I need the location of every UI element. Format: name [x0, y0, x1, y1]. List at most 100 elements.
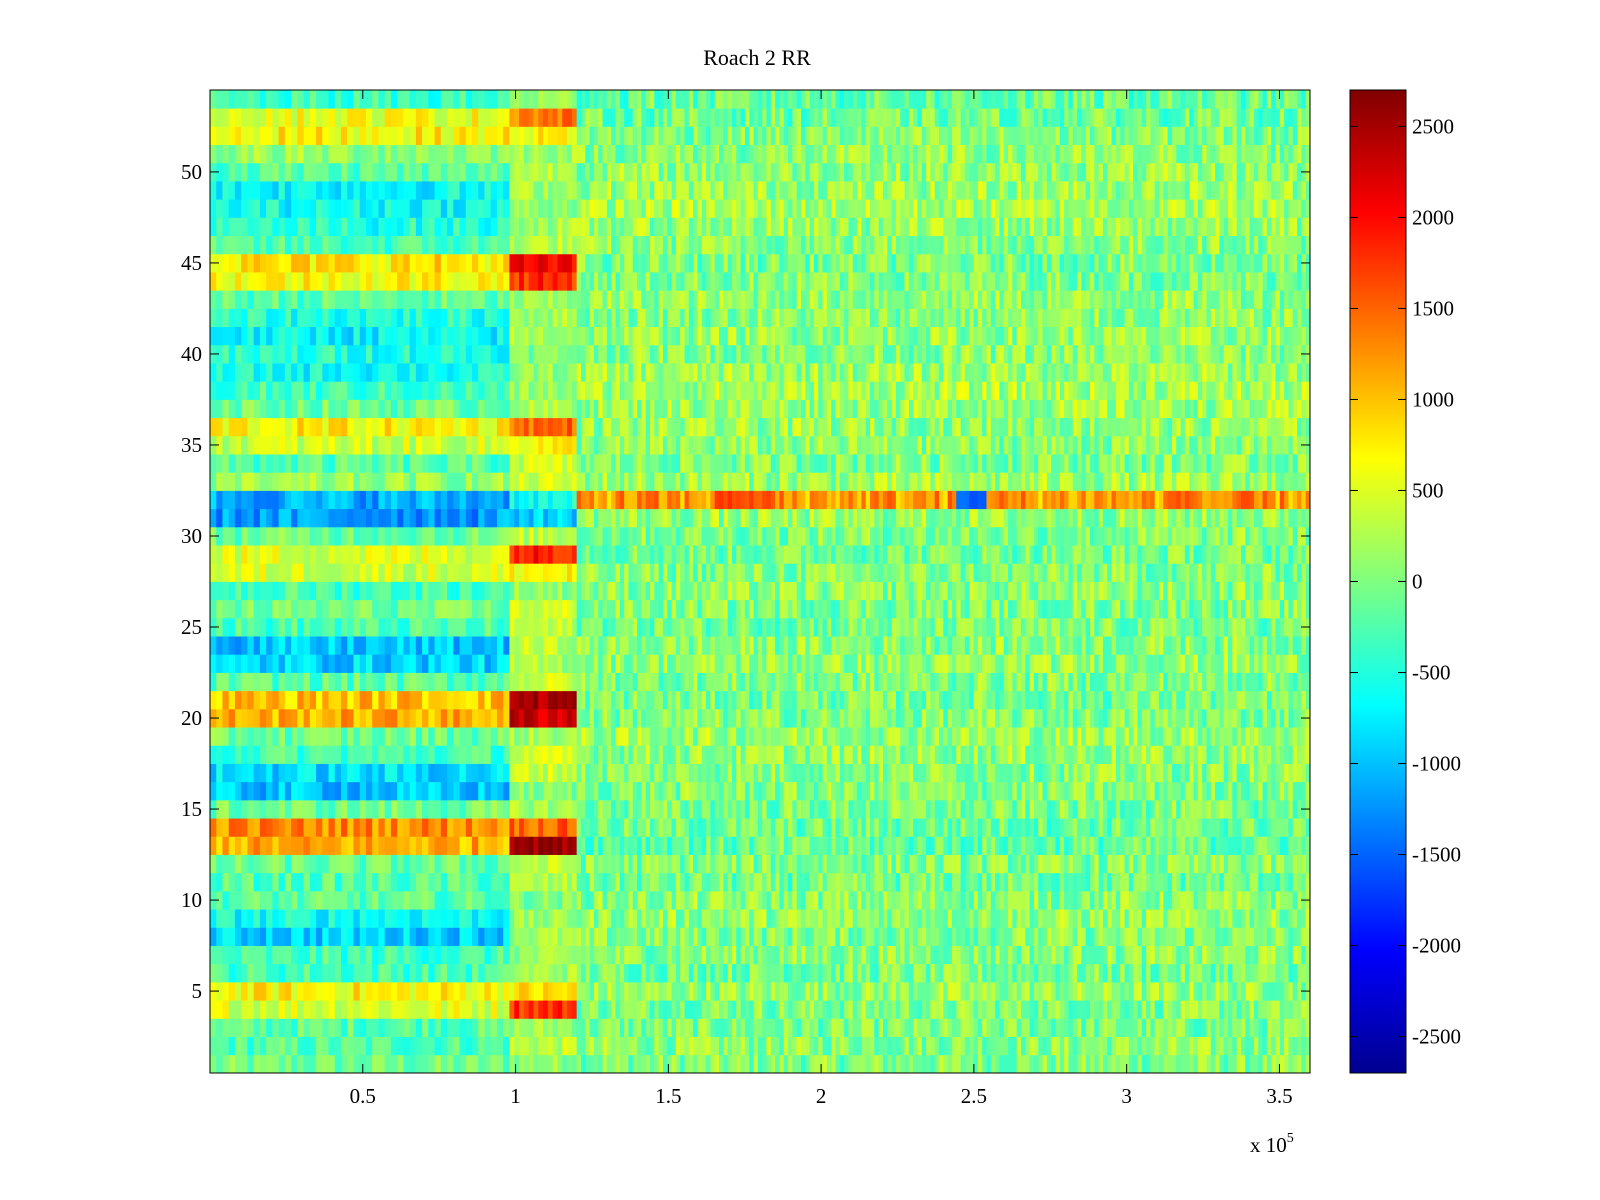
heatmap-cell: [770, 945, 776, 965]
heatmap-cell: [1292, 763, 1298, 783]
heatmap-cell: [519, 1000, 525, 1019]
heatmap-cell: [322, 909, 330, 928]
heatmap-cell: [1003, 690, 1009, 710]
heatmap-cell: [870, 981, 875, 1001]
heatmap-row: [210, 909, 1310, 928]
heatmap-cell: [882, 963, 888, 983]
heatmap-cell: [934, 981, 940, 1001]
heatmap-cell: [259, 745, 267, 764]
heatmap-cell: [1090, 781, 1095, 801]
heatmap-cell: [1193, 945, 1199, 965]
heatmap-cell: [1279, 872, 1285, 892]
heatmap-cell: [1051, 763, 1057, 783]
heatmap-cell: [1219, 1000, 1225, 1019]
heatmap-cell: [538, 799, 544, 819]
heatmap-cell: [1219, 1036, 1225, 1056]
heatmap-cell: [378, 981, 386, 1001]
heatmap-cell: [1068, 909, 1074, 928]
heatmap-cell: [528, 909, 535, 928]
heatmap-cell: [365, 708, 373, 728]
heatmap-cell: [533, 672, 539, 692]
heatmap-cell: [523, 745, 530, 764]
heatmap-cell: [1029, 763, 1035, 783]
heatmap-cell: [1029, 836, 1035, 855]
heatmap-cell: [1189, 854, 1195, 874]
heatmap-cell: [887, 981, 893, 1001]
heatmap-cell: [291, 927, 298, 946]
heatmap-cell: [628, 727, 634, 746]
heatmap-cell: [1133, 927, 1139, 946]
heatmap-cell: [969, 945, 975, 965]
heatmap-cell: [1171, 1036, 1177, 1056]
heatmap-cell: [1033, 1054, 1039, 1073]
heatmap-cell: [523, 690, 530, 710]
heatmap-cell: [403, 690, 411, 710]
heatmap-cell: [667, 890, 673, 910]
heatmap-cell: [571, 927, 578, 946]
heatmap-cell: [580, 981, 586, 1001]
heatmap-cell: [995, 890, 1001, 910]
heatmap-cell: [913, 854, 919, 874]
heatmap-cell: [347, 763, 355, 783]
heatmap-cell: [800, 927, 806, 946]
heatmap-cell: [1154, 963, 1160, 983]
heatmap-cell: [1124, 872, 1130, 892]
heatmap-cell: [982, 745, 988, 764]
heatmap-cell: [1219, 945, 1225, 965]
heatmap-cell: [1279, 1000, 1285, 1019]
heatmap-cell: [900, 945, 906, 965]
heatmap-cell: [496, 854, 504, 874]
heatmap-cell: [1249, 909, 1255, 928]
heatmap-cell: [999, 890, 1005, 910]
heatmap-cell: [904, 799, 910, 819]
heatmap-cell: [585, 909, 591, 928]
heatmap-cell: [216, 981, 224, 1001]
heatmap-cell: [403, 836, 411, 855]
heatmap-cell: [848, 909, 854, 928]
heatmap-cell: [882, 690, 888, 710]
heatmap-cell: [895, 1036, 901, 1056]
heatmap-cell: [247, 872, 255, 892]
heatmap-cell: [895, 690, 901, 710]
heatmap-cell: [397, 781, 404, 801]
heatmap-cell: [852, 854, 858, 874]
heatmap-cell: [598, 818, 604, 837]
heatmap-cell: [1275, 836, 1281, 855]
heatmap-cell: [624, 708, 630, 728]
heatmap-cell: [1137, 945, 1143, 965]
heatmap-cell: [1249, 1054, 1255, 1073]
heatmap-cell: [1206, 981, 1212, 1001]
heatmap-cell: [453, 763, 461, 783]
heatmap-cell: [533, 763, 539, 783]
heatmap-cell: [921, 727, 927, 746]
heatmap-cell: [222, 1036, 230, 1056]
heatmap-cell: [986, 872, 992, 892]
heatmap-cell: [818, 708, 824, 728]
heatmap-cell: [852, 708, 858, 728]
heatmap-cell: [316, 963, 323, 983]
heatmap-cell: [986, 763, 992, 783]
heatmap-cell: [710, 1018, 716, 1037]
heatmap-cell: [1167, 690, 1173, 710]
heatmap-cell: [1072, 872, 1078, 892]
heatmap-cell: [1133, 799, 1139, 819]
heatmap-cell: [887, 727, 893, 746]
heatmap-cell: [1202, 872, 1208, 892]
heatmap-cell: [675, 745, 681, 764]
heatmap-cell: [671, 799, 677, 819]
heatmap-cell: [284, 890, 292, 910]
heatmap-cell: [316, 836, 323, 855]
heatmap-cell: [278, 836, 286, 855]
heatmap-cell: [1025, 909, 1031, 928]
heatmap-cell: [870, 781, 875, 801]
heatmap-cell: [1128, 981, 1134, 1001]
heatmap-cell: [543, 927, 549, 946]
heatmap-cell: [624, 690, 630, 710]
heatmap-cell: [809, 981, 815, 1001]
heatmap-cell: [900, 818, 906, 837]
heatmap-cell: [744, 1000, 750, 1019]
heatmap-cell: [328, 981, 336, 1001]
heatmap-cell: [809, 799, 815, 819]
heatmap-cell: [934, 854, 940, 874]
heatmap-cell: [1159, 890, 1164, 910]
